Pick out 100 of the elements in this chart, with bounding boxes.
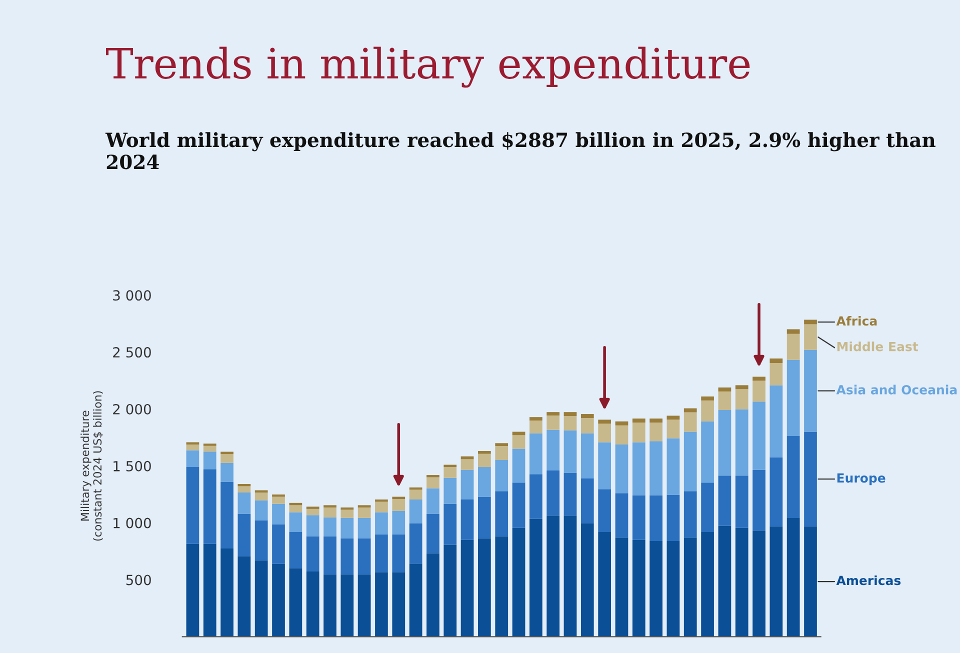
bar xyxy=(580,478,594,524)
bar xyxy=(786,329,800,334)
bar xyxy=(666,438,680,495)
bar xyxy=(529,420,542,434)
bar xyxy=(666,541,680,637)
bar xyxy=(512,448,526,483)
bar xyxy=(718,410,732,476)
bar xyxy=(701,400,714,422)
bar xyxy=(546,470,560,516)
bar xyxy=(546,516,560,637)
bar xyxy=(238,514,251,556)
bar xyxy=(770,358,783,364)
bar xyxy=(478,451,491,454)
bar xyxy=(186,442,200,445)
bar xyxy=(564,516,577,637)
bar xyxy=(718,391,732,410)
bar xyxy=(409,564,422,637)
bar xyxy=(460,459,474,470)
bar xyxy=(546,412,560,416)
bar xyxy=(650,418,662,423)
bar xyxy=(306,572,320,637)
bar xyxy=(203,446,216,452)
bar xyxy=(770,526,783,637)
bar xyxy=(666,494,680,542)
bar xyxy=(684,432,697,492)
bar xyxy=(598,420,612,424)
bar xyxy=(580,418,594,434)
bar xyxy=(254,492,268,500)
bar xyxy=(392,572,406,637)
bar xyxy=(460,470,474,500)
bar xyxy=(409,490,422,500)
bar xyxy=(632,422,646,442)
bar xyxy=(650,495,662,542)
bar xyxy=(580,523,594,637)
bar xyxy=(289,532,302,568)
y-tick-label: 3 000 xyxy=(113,290,151,301)
bar xyxy=(358,518,371,538)
bar xyxy=(186,544,200,637)
bar xyxy=(254,500,268,520)
bar xyxy=(426,514,440,554)
bar xyxy=(684,408,697,412)
bar xyxy=(735,385,748,390)
bar xyxy=(392,534,406,572)
bar xyxy=(375,512,388,534)
bar xyxy=(684,538,697,637)
series-label: Americas xyxy=(836,575,901,586)
bar xyxy=(701,482,714,532)
bar xyxy=(272,524,285,564)
y-axis-title: Military expenditure (constant 2024 US$ billion) xyxy=(80,391,104,541)
bar xyxy=(340,510,354,518)
bar xyxy=(786,518,800,637)
bar xyxy=(238,486,251,493)
bar xyxy=(718,526,732,637)
bar xyxy=(289,505,302,512)
bar xyxy=(598,442,612,490)
y-tick-label: 500 xyxy=(126,574,151,586)
bar xyxy=(186,444,200,450)
bar xyxy=(615,425,628,445)
bar xyxy=(478,454,491,468)
bar xyxy=(444,544,457,637)
bar xyxy=(615,421,628,426)
series-label: Africa xyxy=(836,316,877,326)
chart-subtitle: World military expenditure reached $2887 billion in 2025, 2.9% higher than 2024 xyxy=(105,132,936,170)
bar xyxy=(804,526,817,637)
bar xyxy=(804,324,817,350)
bar xyxy=(770,385,783,458)
bar xyxy=(564,472,577,516)
bar xyxy=(495,536,508,637)
bar xyxy=(220,462,234,482)
bar xyxy=(272,496,285,504)
bar xyxy=(598,424,612,442)
bar xyxy=(580,433,594,478)
bar xyxy=(632,495,646,540)
bar xyxy=(495,491,508,536)
bar xyxy=(615,493,628,538)
bar xyxy=(203,469,216,544)
bar xyxy=(478,496,491,538)
bar xyxy=(495,460,508,492)
bar xyxy=(478,538,491,637)
bar xyxy=(701,532,714,637)
bar xyxy=(409,500,422,524)
bar xyxy=(306,536,320,572)
bar xyxy=(238,492,251,514)
bar xyxy=(254,560,268,637)
bar xyxy=(650,441,662,496)
bar xyxy=(735,389,748,410)
bar xyxy=(392,510,406,534)
bar xyxy=(598,532,612,637)
bar xyxy=(220,482,234,548)
bar xyxy=(340,538,354,574)
bar xyxy=(529,518,542,637)
bar xyxy=(804,320,817,324)
bar xyxy=(632,540,646,637)
bar xyxy=(392,499,406,511)
bar xyxy=(460,500,474,540)
bar xyxy=(306,508,320,516)
bar xyxy=(770,363,783,386)
bar xyxy=(615,538,628,637)
bar xyxy=(254,520,268,560)
bar xyxy=(340,518,354,538)
